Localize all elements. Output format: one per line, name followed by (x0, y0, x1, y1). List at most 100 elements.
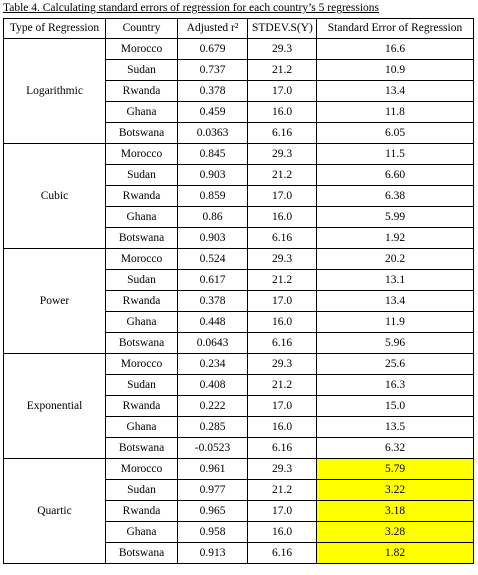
standard-error-cell: 13.5 (316, 416, 474, 438)
standard-error-cell: 5.96 (316, 332, 474, 354)
country-cell: Ghana (105, 206, 178, 228)
standard-error-cell: 11.5 (316, 143, 474, 165)
adjusted-r2-cell: 0.965 (177, 500, 248, 522)
adjusted-r2-cell: 0.378 (177, 80, 248, 102)
standard-error-cell: 10.9 (316, 59, 474, 81)
standard-error-cell: 6.05 (316, 122, 474, 144)
country-cell: Sudan (105, 374, 178, 396)
standard-error-cell: 3.18 (316, 500, 474, 522)
table-row: Power Morocco 0.524 29.3 20.2 (3, 248, 474, 354)
stdev-cell: 16.0 (247, 416, 317, 438)
stdev-cell: 16.0 (247, 521, 317, 543)
table-body: Logarithmic Morocco 0.679 29.3 16.6 Sudan 0.73… (3, 38, 474, 564)
header-adjusted-r2: Adjusted r² (177, 18, 248, 39)
adjusted-r2-cell: 0.679 (177, 38, 248, 60)
stdev-cell: 29.3 (247, 353, 317, 375)
stdev-cell: 21.2 (247, 164, 317, 186)
country-cell: Morocco (105, 353, 178, 375)
adjusted-r2-cell: 0.459 (177, 101, 248, 123)
table-row: Botswana 0.0643 6.16 5.96 (4, 332, 474, 354)
table-row: Ghana 0.285 16.0 13.5 (4, 416, 474, 438)
stdev-cell: 29.3 (247, 38, 317, 60)
adjusted-r2-cell: 0.0643 (177, 332, 248, 354)
country-cell: Botswana (105, 227, 178, 249)
standard-error-cell: 3.28 (316, 521, 474, 543)
table-row: Sudan 0.737 21.2 10.9 (4, 59, 474, 81)
regression-type-cell: Power (3, 248, 106, 354)
table-row: Ghana 0.958 16.0 3.28 (4, 521, 474, 543)
table-row: Botswana 0.913 6.16 1.82 (4, 542, 474, 564)
adjusted-r2-cell: 0.737 (177, 59, 248, 81)
stdev-cell: 17.0 (247, 80, 317, 102)
country-cell: Ghana (105, 521, 178, 543)
table-caption: Table 4. Calculating standard errors of … (3, 2, 380, 14)
stdev-cell: 17.0 (247, 185, 317, 207)
country-cell: Rwanda (105, 395, 178, 417)
standard-error-cell: 3.22 (316, 479, 474, 501)
header-standard-error: Standard Error of Regression (316, 18, 474, 39)
regression-type-cell: Cubic (3, 143, 106, 249)
country-cell: Sudan (105, 269, 178, 291)
table-row: Logarithmic Morocco 0.679 29.3 16.6 (3, 38, 474, 144)
adjusted-r2-cell: 0.0363 (177, 122, 248, 144)
stdev-cell: 21.2 (247, 269, 317, 291)
regression-type-cell: Quartic (3, 458, 106, 564)
country-cell: Botswana (105, 437, 178, 459)
table-row: Sudan 0.977 21.2 3.22 (4, 479, 474, 501)
adjusted-r2-cell: -0.0523 (177, 437, 248, 459)
table-row: Botswana 0.0363 6.16 6.05 (4, 122, 474, 144)
standard-error-cell: 6.32 (316, 437, 474, 459)
stdev-cell: 17.0 (247, 290, 317, 312)
table-row: Rwanda 0.378 17.0 13.4 (4, 290, 474, 312)
adjusted-r2-cell: 0.378 (177, 290, 248, 312)
country-cell: Sudan (105, 59, 178, 81)
country-cell: Rwanda (105, 80, 178, 102)
country-cell: Botswana (105, 542, 178, 564)
standard-error-cell: 5.79 (316, 458, 474, 480)
standard-error-cell: 13.1 (316, 269, 474, 291)
standard-error-cell: 11.8 (316, 101, 474, 123)
country-cell: Morocco (105, 458, 178, 480)
adjusted-r2-cell: 0.86 (177, 206, 248, 228)
adjusted-r2-cell: 0.524 (177, 248, 248, 270)
stdev-cell: 6.16 (247, 542, 317, 564)
adjusted-r2-cell: 0.234 (177, 353, 248, 375)
adjusted-r2-cell: 0.448 (177, 311, 248, 333)
table-row: Exponential Morocco 0.234 29.3 25.6 (3, 353, 474, 459)
country-cell: Sudan (105, 164, 178, 186)
stdev-cell: 16.0 (247, 311, 317, 333)
stdev-cell: 29.3 (247, 458, 317, 480)
standard-error-cell: 13.4 (316, 290, 474, 312)
stdev-cell: 6.16 (247, 332, 317, 354)
stdev-cell: 16.0 (247, 101, 317, 123)
regression-table: Type of Regression Country Adjusted r² S… (3, 18, 474, 564)
regression-type-cell: Exponential (3, 353, 106, 459)
standard-error-cell: 5.99 (316, 206, 474, 228)
stdev-cell: 6.16 (247, 437, 317, 459)
table-row: Sudan 0.617 21.2 13.1 (4, 269, 474, 291)
standard-error-cell: 1.92 (316, 227, 474, 249)
country-cell: Botswana (105, 332, 178, 354)
table-row: Rwanda 0.859 17.0 6.38 (4, 185, 474, 207)
stdev-cell: 17.0 (247, 500, 317, 522)
adjusted-r2-cell: 0.845 (177, 143, 248, 165)
stdev-cell: 21.2 (247, 59, 317, 81)
adjusted-r2-cell: 0.408 (177, 374, 248, 396)
adjusted-r2-cell: 0.285 (177, 416, 248, 438)
table-row: Sudan 0.903 21.2 6.60 (4, 164, 474, 186)
adjusted-r2-cell: 0.958 (177, 521, 248, 543)
adjusted-r2-cell: 0.859 (177, 185, 248, 207)
country-cell: Morocco (105, 143, 178, 165)
adjusted-r2-cell: 0.961 (177, 458, 248, 480)
standard-error-cell: 16.6 (316, 38, 474, 60)
country-cell: Morocco (105, 248, 178, 270)
standard-error-cell: 25.6 (316, 353, 474, 375)
country-cell: Rwanda (105, 290, 178, 312)
country-cell: Ghana (105, 101, 178, 123)
adjusted-r2-cell: 0.617 (177, 269, 248, 291)
adjusted-r2-cell: 0.977 (177, 479, 248, 501)
country-cell: Ghana (105, 416, 178, 438)
stdev-cell: 6.16 (247, 227, 317, 249)
table-row: Rwanda 0.222 17.0 15.0 (4, 395, 474, 417)
standard-error-cell: 6.38 (316, 185, 474, 207)
